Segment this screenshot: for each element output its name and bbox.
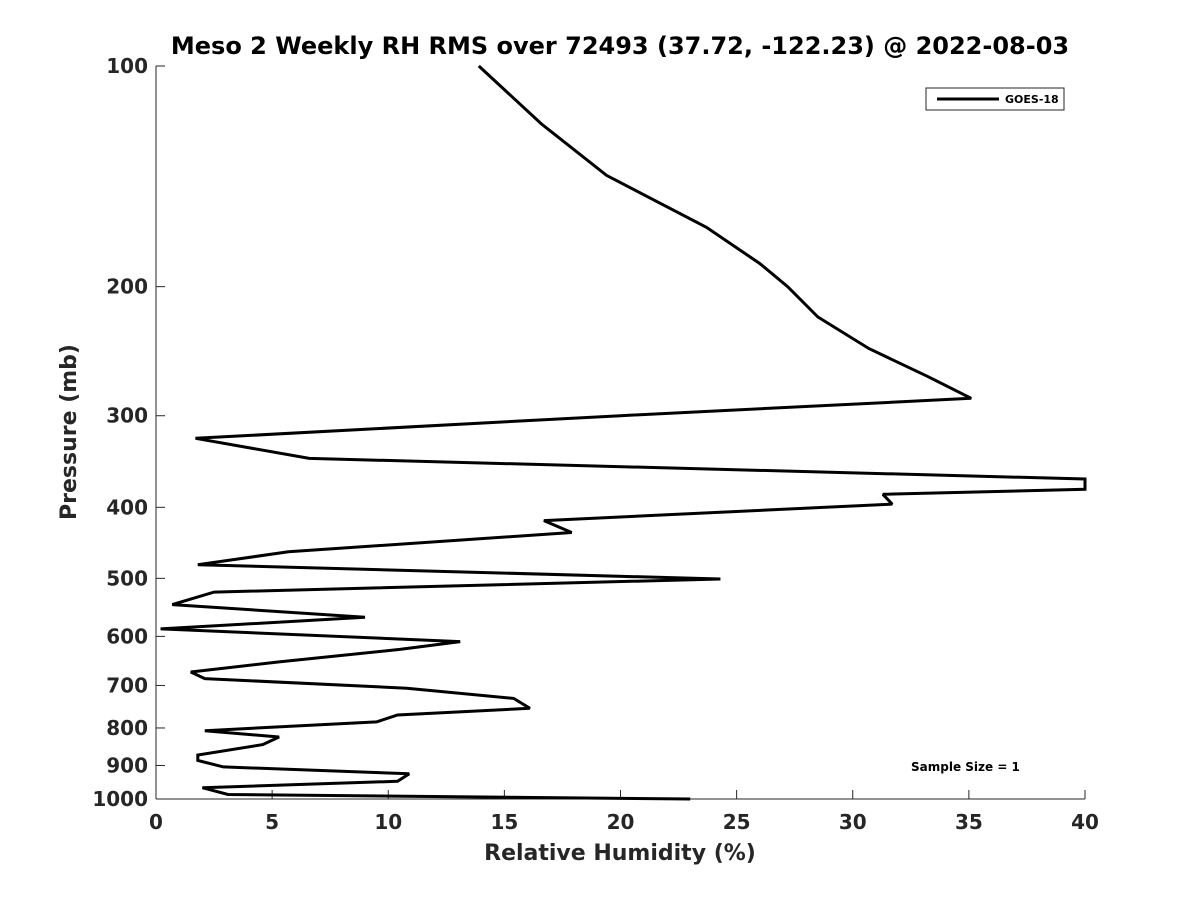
chart-title: Meso 2 Weekly RH RMS over 72493 (37.72, …: [171, 32, 1069, 60]
y-tick-label: 400: [106, 495, 148, 519]
x-tick-label: 25: [723, 810, 751, 834]
legend: GOES-18: [925, 87, 1065, 111]
x-axis-ticks: 0 5 10 15 20 25 30 35 40: [149, 790, 1099, 834]
x-tick-label: 20: [607, 810, 635, 834]
x-tick-label: 5: [265, 810, 279, 834]
y-tick-label: 100: [106, 54, 148, 78]
y-tick-label: 600: [106, 624, 148, 648]
y-axis-ticks: 100 200 300 400 500 600 700 800 900 1000: [92, 54, 165, 811]
y-axis-label: Pressure (mb): [57, 344, 82, 520]
x-axis-label: Relative Humidity (%): [484, 841, 756, 866]
sample-size-annotation: Sample Size = 1: [911, 760, 1020, 774]
y-tick-label: 900: [106, 753, 148, 777]
series-layer: [160, 64, 1087, 801]
legend-label-goes-18: GOES-18: [1005, 93, 1059, 106]
y-tick-label: 800: [106, 716, 148, 740]
x-tick-label: 15: [490, 810, 518, 834]
series-line-goes-18: [160, 64, 1087, 801]
y-tick-label: 200: [106, 275, 148, 299]
x-tick-label: 30: [839, 810, 867, 834]
y-tick-label: 700: [106, 673, 148, 697]
x-tick-label: 0: [149, 810, 163, 834]
y-tick-label: 300: [106, 404, 148, 428]
y-tick-label: 1000: [92, 787, 148, 811]
x-tick-label: 40: [1071, 810, 1099, 834]
x-tick-label: 10: [374, 810, 402, 834]
y-tick-label: 500: [106, 566, 148, 590]
x-tick-label: 35: [955, 810, 983, 834]
